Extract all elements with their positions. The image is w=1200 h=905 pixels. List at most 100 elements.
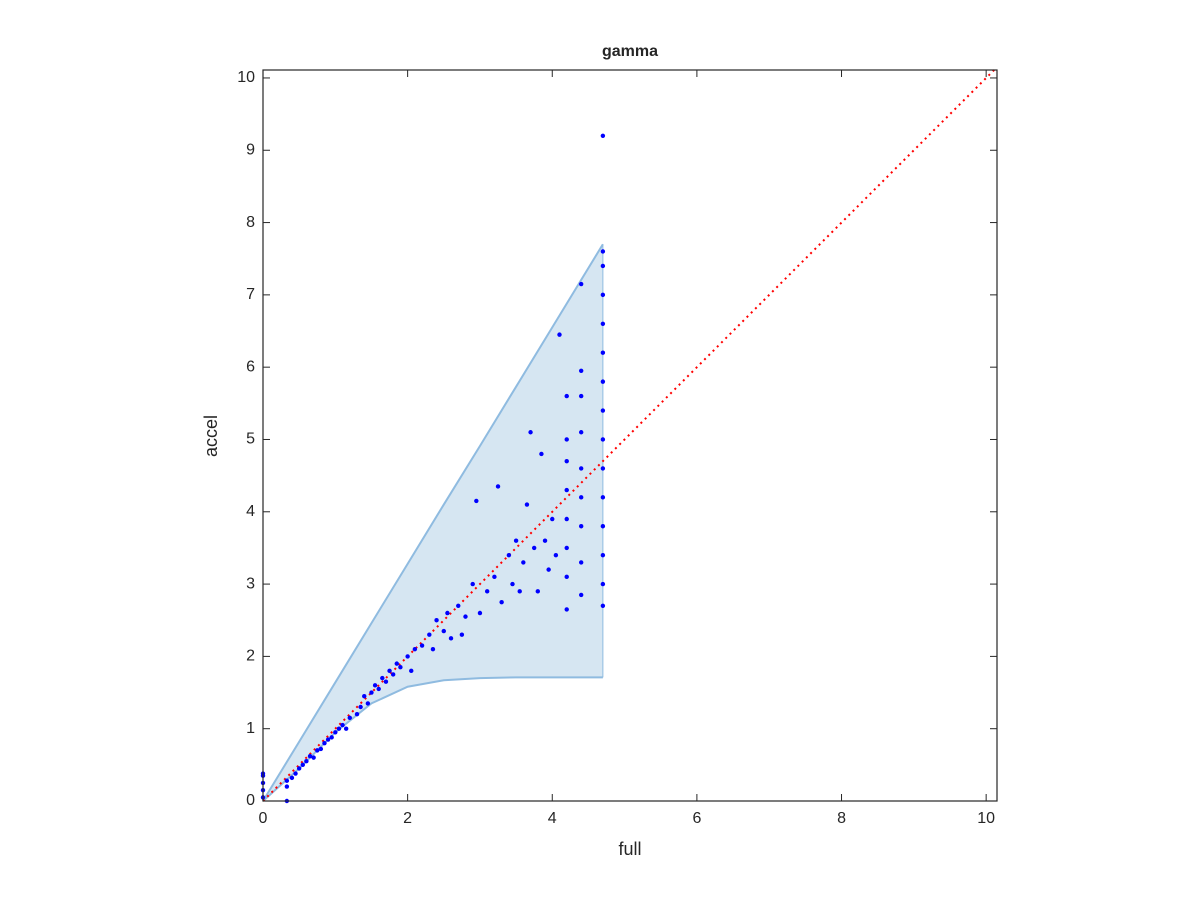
point — [448, 636, 454, 641]
point — [307, 753, 313, 759]
point — [459, 632, 465, 637]
point — [300, 762, 305, 768]
point — [390, 672, 396, 677]
point — [578, 393, 584, 399]
point — [405, 654, 410, 659]
point — [477, 610, 483, 616]
y-tick-label: 3 — [246, 575, 255, 592]
point — [553, 552, 559, 558]
point — [578, 430, 584, 435]
point — [333, 730, 338, 735]
point — [329, 735, 334, 740]
point — [578, 368, 584, 373]
point — [600, 524, 606, 529]
point — [578, 466, 584, 471]
point — [546, 567, 551, 572]
point — [531, 545, 537, 551]
x-tick-label: 10 — [977, 810, 995, 827]
point — [600, 292, 606, 298]
point — [315, 748, 320, 753]
point — [394, 661, 399, 666]
point — [524, 502, 530, 507]
point — [289, 775, 295, 781]
point — [528, 430, 533, 435]
y-tick-label: 1 — [246, 720, 255, 737]
y-tick-label: 0 — [246, 792, 255, 809]
point — [578, 592, 584, 598]
point — [542, 538, 548, 543]
x-tick-label: 2 — [403, 810, 412, 827]
point — [456, 603, 461, 608]
point — [441, 628, 446, 634]
point — [369, 690, 374, 695]
x-axis-label: full — [618, 839, 641, 859]
point — [372, 683, 378, 688]
point — [550, 516, 555, 522]
point — [354, 712, 360, 717]
point — [578, 281, 584, 287]
y-tick-label: 10 — [237, 69, 255, 86]
point — [600, 133, 606, 138]
y-tick-label: 8 — [246, 214, 255, 231]
point — [380, 675, 385, 681]
point — [578, 560, 584, 565]
point — [564, 574, 569, 580]
point — [564, 487, 569, 493]
point — [296, 766, 302, 771]
y-tick-label: 5 — [246, 431, 255, 448]
y-tick-label: 2 — [246, 648, 255, 665]
point — [419, 643, 425, 648]
axes-box — [262, 69, 998, 802]
point — [409, 668, 414, 674]
point — [358, 704, 363, 710]
point — [513, 538, 519, 543]
point — [557, 332, 562, 337]
y-tick-label: 7 — [246, 286, 255, 303]
point — [470, 581, 475, 587]
y-tick-label: 6 — [246, 358, 255, 375]
point — [318, 746, 324, 752]
point — [600, 495, 606, 500]
point — [564, 607, 569, 612]
point — [463, 614, 468, 619]
point — [517, 589, 522, 594]
point — [434, 618, 439, 623]
point — [322, 740, 327, 746]
point — [600, 321, 606, 326]
point — [365, 701, 371, 706]
point — [430, 646, 436, 652]
point — [600, 466, 606, 471]
x-tick-label: 6 — [692, 810, 701, 827]
x-tick-label: 8 — [837, 810, 846, 827]
point — [600, 437, 606, 442]
point — [564, 516, 569, 522]
point — [600, 263, 606, 269]
point — [343, 726, 349, 731]
point — [535, 589, 540, 594]
point — [293, 771, 298, 776]
point — [336, 726, 342, 731]
chart-title: gamma — [602, 43, 658, 60]
point — [539, 451, 544, 457]
point — [510, 581, 515, 587]
point — [521, 560, 526, 565]
point — [600, 350, 606, 355]
point — [492, 574, 497, 580]
point — [506, 552, 512, 558]
point — [427, 632, 432, 637]
point — [600, 249, 606, 254]
x-tick-label: 0 — [259, 810, 268, 827]
point — [495, 484, 501, 489]
point — [284, 778, 290, 783]
point — [445, 610, 450, 616]
point — [578, 524, 584, 529]
point — [564, 393, 569, 399]
point — [387, 668, 392, 674]
point — [484, 589, 490, 594]
point — [564, 437, 569, 442]
point — [340, 722, 345, 728]
point — [304, 759, 309, 764]
y-tick-label: 9 — [246, 141, 255, 158]
point — [412, 646, 418, 652]
